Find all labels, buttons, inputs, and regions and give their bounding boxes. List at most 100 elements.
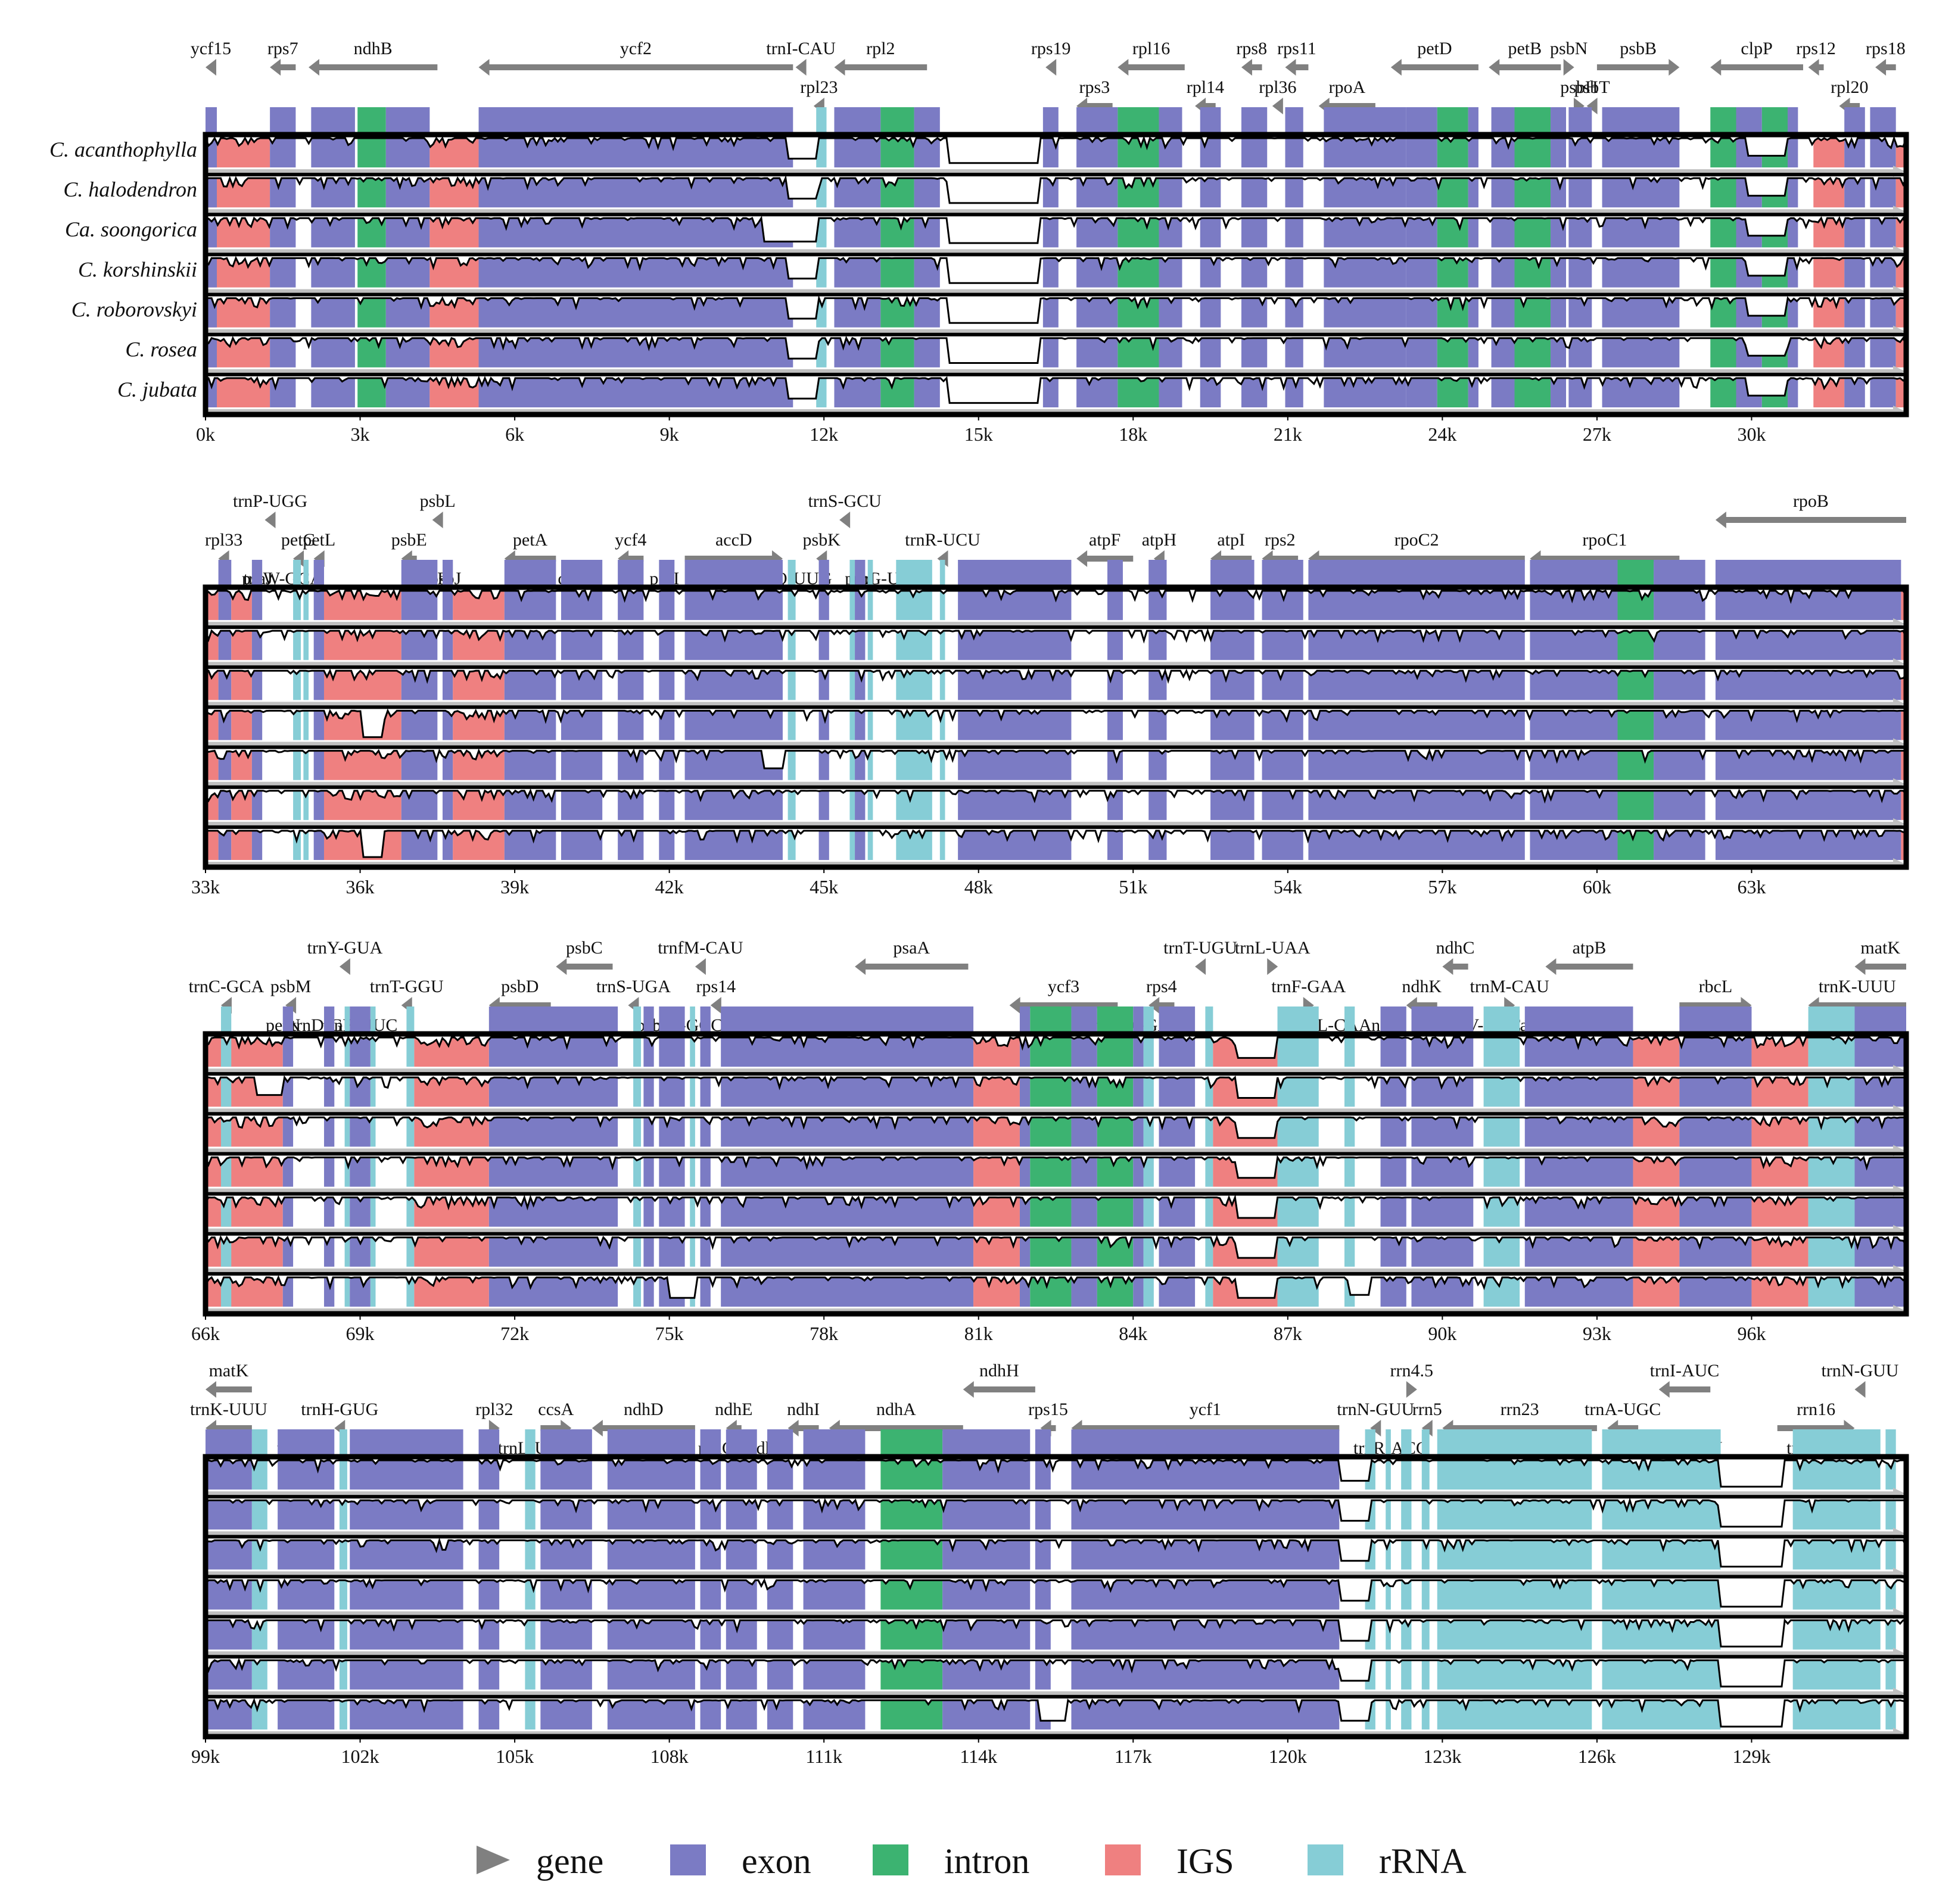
conserved-exon: [540, 1700, 592, 1730]
conserved-exon: [659, 1237, 685, 1267]
conserved-intron: [1097, 1117, 1134, 1147]
conserved-exon: [1035, 1500, 1051, 1530]
legend-item-gene: gene: [477, 1841, 603, 1881]
region-block-exon: [1324, 107, 1406, 132]
conserved-exon: [278, 1620, 335, 1650]
conserved-rrna: [406, 1277, 415, 1307]
conserved-intron: [357, 338, 386, 367]
gene-label: rpoC2: [1395, 530, 1439, 550]
identity-fill: [206, 790, 1906, 820]
conserved-rrna: [867, 671, 873, 700]
conserved-exon: [1568, 338, 1592, 367]
tick-label: 27k: [1583, 423, 1611, 445]
gene-label: psbC: [566, 938, 603, 958]
species-track: [206, 215, 1906, 257]
conserved-exon: [767, 1700, 793, 1730]
conserved-exon: [834, 258, 881, 288]
region-block-exon: [607, 1429, 695, 1454]
conserved-exon: [561, 790, 603, 820]
legend-label: IGS: [1176, 1841, 1234, 1881]
gene-label: trnF-GAA: [1271, 977, 1346, 996]
conserved-rrna: [787, 671, 796, 700]
conserved-rrna: [896, 711, 932, 740]
conserved-exon: [270, 138, 296, 168]
conserved-rrna: [849, 591, 855, 621]
conserved-exon: [1035, 1580, 1051, 1610]
species-track: [206, 1537, 1906, 1579]
gene-arrow: [1406, 1381, 1417, 1398]
conserved-exon: [1788, 218, 1798, 248]
conserved-intron: [1030, 1037, 1072, 1067]
gene-label: rps8: [1236, 39, 1267, 58]
conserved-exon: [323, 1037, 335, 1067]
region-block-rrna: [896, 560, 932, 585]
gene-arrow: [855, 958, 969, 975]
identity-curve: [206, 1034, 1906, 1059]
conserved-exon: [1602, 138, 1680, 168]
gene-label: atpI: [1217, 530, 1245, 550]
species-label: C. halodendron: [63, 177, 197, 201]
conserved-rrna: [867, 631, 873, 660]
identity-curve: [206, 1234, 1906, 1259]
conserved-exon: [1380, 1197, 1406, 1227]
conserved-rrna: [1205, 1277, 1213, 1307]
gene-label: rpl14: [1187, 77, 1224, 97]
conserved-rrna: [1421, 1620, 1430, 1650]
conserved-exon: [1076, 338, 1118, 367]
conserved-rrna: [1386, 1460, 1391, 1490]
tick-label: 90k: [1428, 1323, 1456, 1344]
identity-curve: [206, 628, 1906, 644]
conserved-exon: [251, 830, 263, 860]
conserved-rrna: [303, 591, 309, 621]
conserved-rrna: [1401, 1700, 1412, 1730]
conserved-exon: [855, 830, 866, 860]
conserved-exon: [1200, 218, 1221, 248]
conserved-rrna: [1344, 1077, 1355, 1107]
gene-arrow: [264, 512, 276, 528]
region-block-exon: [1679, 1006, 1752, 1032]
conserved-exon: [659, 790, 675, 820]
region-block-rrna: [939, 560, 945, 585]
conserved-rrna: [344, 1197, 350, 1227]
conserved-rrna: [1277, 1117, 1319, 1147]
conserved-exon: [561, 591, 603, 621]
conserved-exon: [478, 1500, 500, 1530]
alignment-frame: [203, 132, 1909, 417]
gene-arrow: [1241, 59, 1262, 76]
conserved-exon: [1468, 218, 1478, 248]
conserved-exon: [958, 750, 1072, 780]
conserved-exon: [442, 671, 453, 700]
conserved-exon: [1071, 1157, 1097, 1187]
conserved-exon: [1200, 298, 1221, 328]
conserved-rrna: [939, 671, 945, 700]
conserved-rrna: [1401, 1620, 1412, 1650]
conserved-exon: [1200, 178, 1221, 208]
gene-label: rpl23: [800, 77, 838, 97]
conserved-exon: [218, 671, 232, 700]
species-track: [206, 628, 1906, 670]
gene-label: trnI-CAU: [766, 39, 836, 58]
conserved-exon: [1679, 1157, 1752, 1187]
conserved-exon: [251, 671, 263, 700]
conserved-exon: [958, 711, 1072, 740]
conserved-exon: [311, 218, 355, 248]
conserved-rrna: [1792, 1460, 1881, 1490]
conserved-rrna: [220, 1037, 232, 1067]
gene-label: trnT-GGU: [370, 977, 444, 996]
species-track-line: [206, 1571, 1894, 1576]
conserved-exon: [914, 378, 940, 407]
conserved-rrna: [370, 1237, 376, 1267]
gene-label: rrn4.5: [1390, 1361, 1433, 1381]
conserved-exon: [488, 1117, 618, 1147]
conserved-rrna: [1401, 1540, 1412, 1570]
gene-label: rps3: [1079, 77, 1110, 97]
gene-arrow: [1272, 98, 1283, 114]
region-block-exon: [1870, 107, 1896, 132]
gene-label: ycf4: [615, 530, 646, 550]
tick-label: 123k: [1423, 1746, 1461, 1767]
conserved-exon: [401, 671, 438, 700]
conserved-exon: [278, 1540, 335, 1570]
region-block-exon: [385, 107, 430, 132]
identity-fill: [206, 1237, 1906, 1267]
conserved-exon: [1788, 298, 1798, 328]
